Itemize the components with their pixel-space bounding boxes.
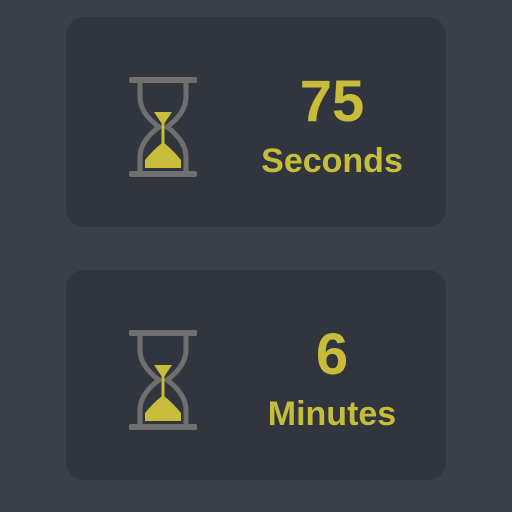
timer-value: 75	[299, 69, 365, 134]
timer-value: 6	[315, 322, 349, 387]
timer-card-minutes[interactable]: 6 Minutes	[66, 270, 446, 480]
timer-unit: Seconds	[261, 142, 403, 180]
timer-text: 6 Minutes	[242, 270, 422, 480]
timer-text: 75 Seconds	[242, 17, 422, 227]
hourglass-icon	[128, 77, 198, 177]
hourglass-icon	[128, 330, 198, 430]
timer-card-seconds[interactable]: 75 Seconds	[66, 17, 446, 227]
timer-unit: Minutes	[267, 395, 397, 433]
